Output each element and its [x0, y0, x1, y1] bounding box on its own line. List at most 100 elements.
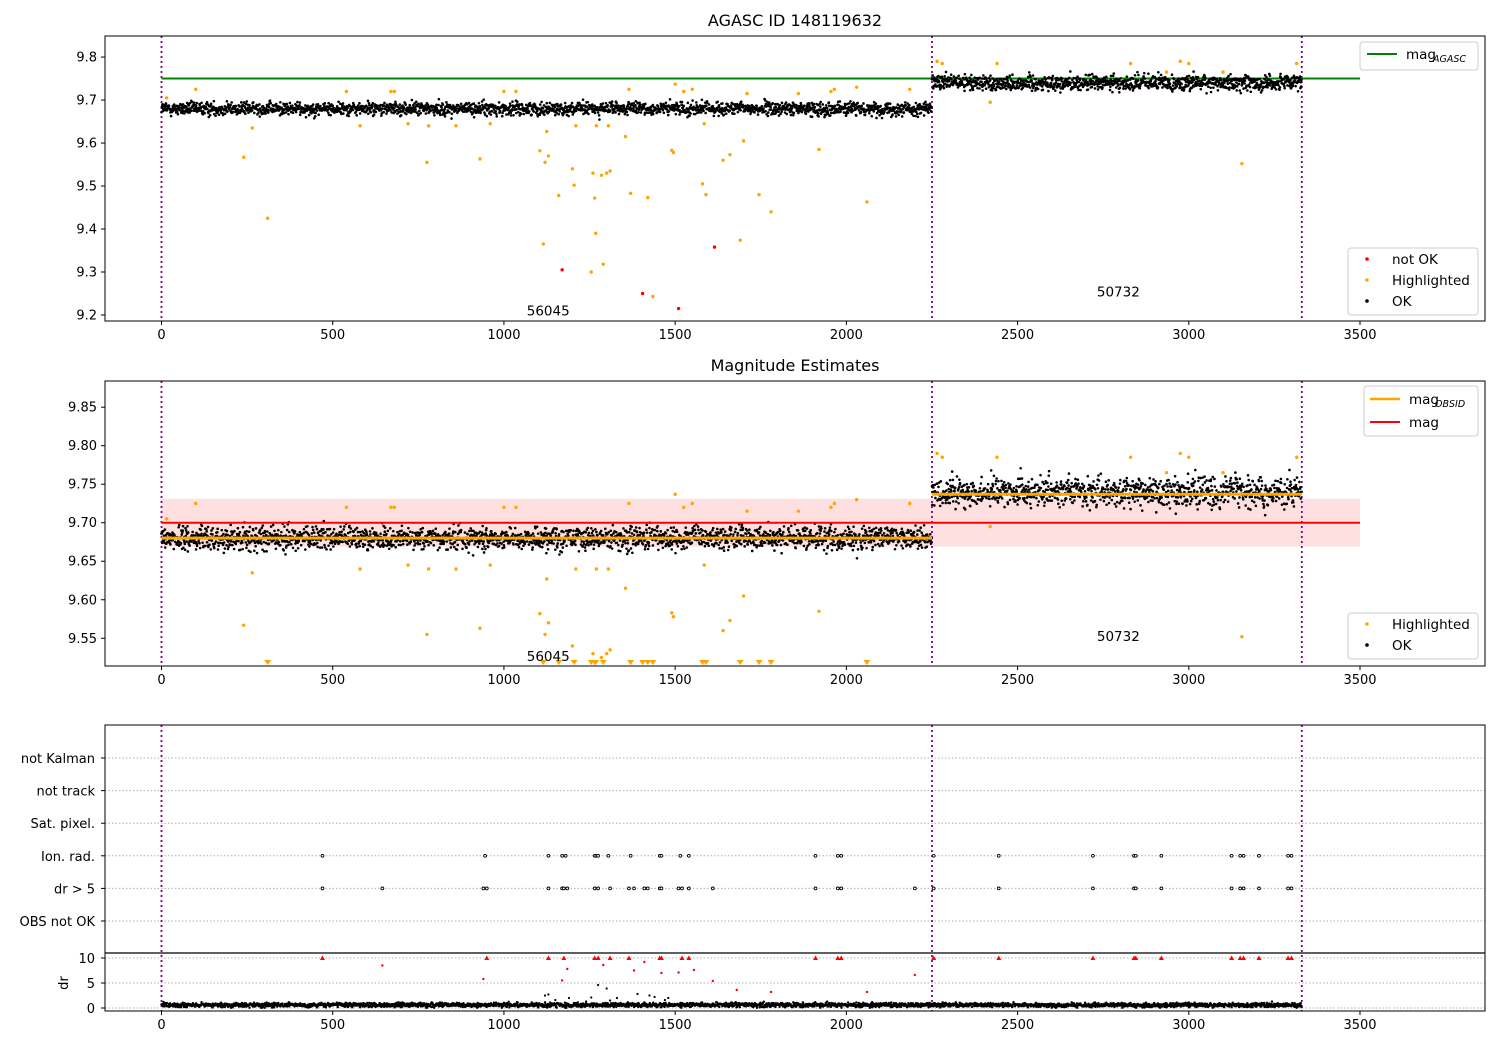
p2-ok-point: [260, 542, 263, 545]
p2-ok-point: [208, 543, 211, 547]
p1-ok-point: [755, 104, 758, 108]
p1-ok-point: [949, 73, 953, 76]
p1-highlighted-point: [541, 242, 546, 246]
p1-ok-point: [1096, 88, 1100, 91]
p1-ok-point: [436, 111, 439, 115]
p1-ok-point: [1060, 80, 1064, 83]
p2-ok-point: [253, 549, 256, 553]
p1-ok-point: [808, 103, 811, 107]
p2-ok-point: [310, 532, 314, 535]
p1-notok-point: [640, 291, 645, 296]
p1-ok-point: [626, 113, 629, 117]
p1-ok-point: [504, 105, 508, 108]
p1-ok-point: [512, 113, 515, 117]
p1-ok-point: [817, 115, 820, 118]
p2-ok-point: [584, 549, 587, 553]
p1-ok-point: [528, 101, 532, 105]
p1-highlighted-point: [594, 231, 598, 236]
p2-ok-point: [216, 530, 219, 534]
p2-ok-point: [565, 544, 568, 548]
p2-ok-point: [251, 528, 255, 532]
p1-highlighted-point: [728, 152, 732, 157]
p1-ok-point: [716, 100, 719, 104]
p1-ok-point: [634, 99, 638, 103]
p1-ok-point: [337, 100, 340, 104]
p1-ok-point: [586, 100, 590, 104]
p1-ok-point: [312, 116, 316, 120]
p1-ok-point: [555, 111, 558, 115]
p1-ok-point: [437, 97, 441, 101]
p1-ok-point: [779, 112, 782, 116]
p1-ok-point: [1067, 76, 1071, 80]
p1-ok-point: [390, 111, 393, 114]
p2-ok-point: [670, 548, 674, 551]
p1-ok-point: [863, 113, 867, 116]
p1-ok-point: [1143, 77, 1147, 80]
p1-ok-point: [1291, 84, 1295, 88]
p1-ok-point: [165, 109, 169, 112]
p1-ok-point: [405, 112, 408, 116]
p2-ok-point: [530, 541, 534, 545]
p1-ok-point: [226, 110, 229, 113]
p1-ok-point: [694, 112, 697, 116]
p1-ok-point: [1004, 84, 1008, 87]
p2-ok-point: [365, 533, 369, 537]
p1-ok-point: [351, 108, 355, 112]
p2-ok-point: [627, 549, 631, 552]
p2-ok-point: [550, 539, 554, 542]
p1-ok-point: [472, 102, 476, 105]
p1-legend-label: not OK: [1392, 252, 1439, 268]
p2-ok-point: [466, 532, 469, 536]
p2-ok-point: [653, 528, 657, 532]
p1-ok-point: [552, 108, 555, 111]
p1-ok-point: [445, 111, 449, 114]
p1-ok-point: [1161, 86, 1164, 89]
p1-highlighted-point: [908, 87, 912, 92]
p1-ok-point: [1058, 85, 1061, 88]
p2-ok-point: [169, 543, 172, 546]
p1-ok-point: [483, 113, 487, 116]
p2-ok-point: [392, 543, 395, 547]
p1-ok-point: [939, 83, 943, 87]
p1-ok-point: [250, 109, 254, 112]
p1-ok-point: [217, 113, 221, 117]
p2-ok-point: [191, 530, 194, 534]
p1-ok-point: [567, 114, 570, 118]
p1-ok-point: [1074, 84, 1078, 87]
p2-ok-point: [325, 548, 328, 551]
p1-ok-point: [280, 112, 284, 116]
p2-ok-point: [220, 528, 224, 532]
p2-ok-point: [485, 534, 489, 537]
p2-ok-point: [427, 543, 430, 547]
p2-ok-point: [179, 541, 183, 545]
p1-ok-point: [717, 114, 720, 118]
p1-ok-point: [383, 101, 386, 105]
p2-ok-point: [509, 527, 513, 530]
p2-ok-point: [467, 543, 471, 546]
p1-ok-point: [997, 80, 1001, 84]
p1-highlighted-point: [1178, 59, 1182, 64]
p2-ok-point: [284, 534, 288, 537]
p1-highlighted-point: [570, 167, 575, 171]
p2-ok-point: [574, 543, 577, 547]
p1-ok-point: [932, 84, 935, 88]
p1-ok-point: [625, 107, 628, 111]
p1-ok-point: [284, 105, 287, 108]
p1-ok-point: [963, 72, 967, 76]
p1-ok-point: [950, 77, 953, 81]
p1-ok-point: [515, 108, 518, 111]
p1-ok-point: [1142, 75, 1145, 78]
p1-ok-point: [408, 103, 412, 107]
p1-highlighted-point: [940, 61, 944, 66]
p2-ok-point: [183, 542, 187, 546]
p1-ok-point: [773, 102, 777, 106]
p1-ok-point: [298, 104, 301, 107]
p1-ok-point: [989, 74, 992, 77]
p1-ok-point: [1229, 72, 1232, 76]
p2-ok-point: [426, 539, 429, 543]
p1-ok-point: [247, 111, 250, 114]
p1-ok-point: [494, 110, 498, 113]
p1-ok-point: [481, 103, 484, 107]
p1-xtick-label: 3000: [1172, 328, 1205, 343]
